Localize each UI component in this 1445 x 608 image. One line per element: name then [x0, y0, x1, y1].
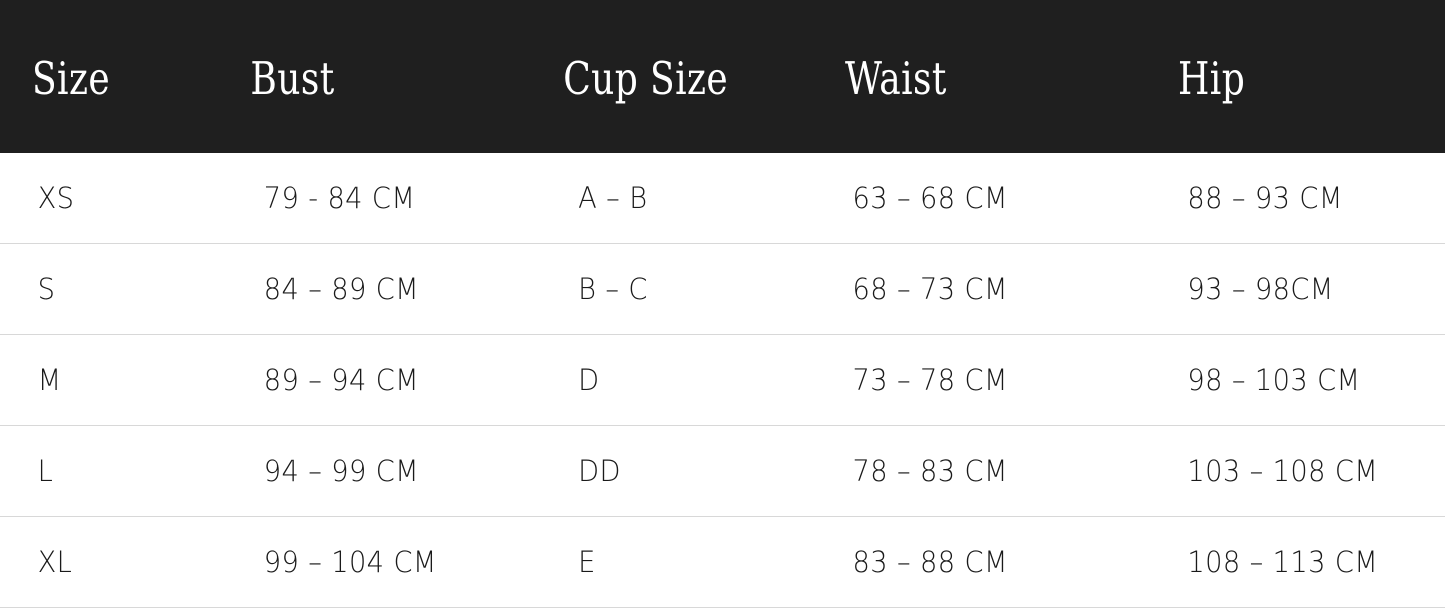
cell-cup-size: B – C	[578, 271, 648, 306]
cell-bust: 89 – 94 CM	[263, 362, 420, 397]
cell-hip: 108 – 113 CM	[1187, 544, 1379, 579]
column-header-bust: Bust	[250, 52, 335, 105]
cell-waist: 83 – 88 CM	[852, 544, 1008, 579]
cell-bust: 99 – 104 CM	[263, 544, 437, 579]
cell-cup-size: D	[578, 362, 600, 397]
cell-cup-size: E	[578, 544, 596, 579]
cell-bust: 94 – 99 CM	[263, 453, 420, 488]
column-header-cup-size: Cup Size	[563, 52, 729, 105]
table-row: S 84 – 89 CM B – C 68 – 73 CM 93 – 98CM	[0, 244, 1445, 335]
table-header-row: Size Bust Cup Size Waist Hip	[0, 0, 1445, 153]
cell-hip: 103 – 108 CM	[1187, 453, 1379, 488]
cell-waist: 78 – 83 CM	[852, 453, 1008, 488]
cell-cup-size: DD	[578, 453, 621, 488]
cell-hip: 98 – 103 CM	[1187, 362, 1361, 397]
cell-waist: 63 – 68 CM	[852, 180, 1008, 215]
cell-cup-size: A – B	[578, 180, 648, 215]
cell-waist: 73 – 78 CM	[852, 362, 1008, 397]
cell-size: XL	[37, 544, 73, 579]
table-row: XL 99 – 104 CM E 83 – 88 CM 108 – 113 CM	[0, 517, 1445, 608]
cell-size: M	[37, 362, 62, 397]
table-row: M 89 – 94 CM D 73 – 78 CM 98 – 103 CM	[0, 335, 1445, 426]
cell-size: S	[37, 271, 56, 306]
column-header-hip: Hip	[1178, 52, 1246, 105]
cell-size: XS	[37, 180, 75, 215]
cell-hip: 93 – 98CM	[1187, 271, 1334, 306]
column-header-waist: Waist	[845, 52, 947, 105]
cell-bust: 79 - 84 CM	[263, 180, 416, 215]
cell-size: L	[37, 453, 54, 488]
column-header-size: Size	[32, 52, 111, 105]
cell-hip: 88 – 93 CM	[1187, 180, 1343, 215]
cell-bust: 84 – 89 CM	[263, 271, 420, 306]
cell-waist: 68 – 73 CM	[852, 271, 1008, 306]
table-row: XS 79 - 84 CM A – B 63 – 68 CM 88 – 93 C…	[0, 153, 1445, 244]
table-row: L 94 – 99 CM DD 78 – 83 CM 103 – 108 CM	[0, 426, 1445, 517]
table-body: XS 79 - 84 CM A – B 63 – 68 CM 88 – 93 C…	[0, 153, 1445, 608]
